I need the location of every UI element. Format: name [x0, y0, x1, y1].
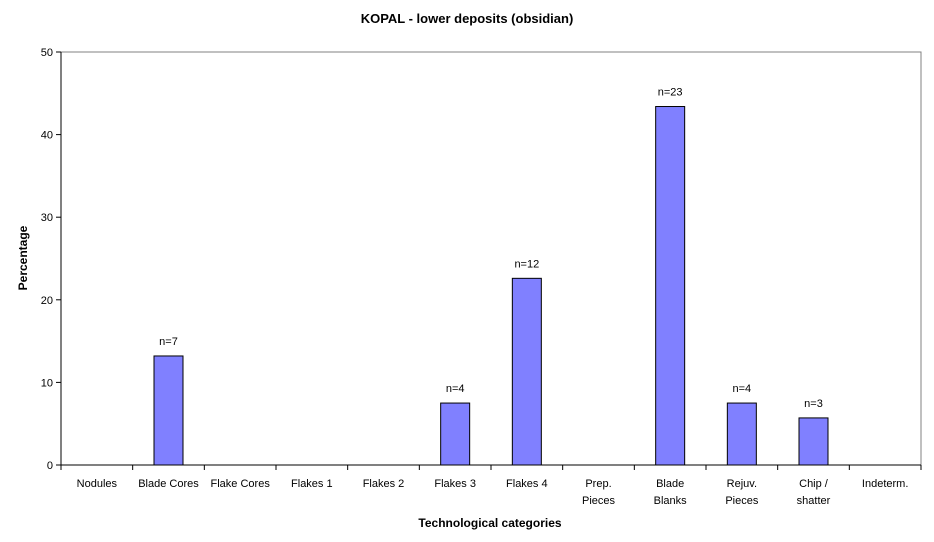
x-tick-label: Chip /	[799, 478, 829, 490]
y-tick-label: 20	[41, 295, 53, 307]
bar	[153, 355, 184, 466]
y-tick-label: 30	[41, 212, 53, 224]
y-tick-label: 0	[47, 460, 53, 472]
bar	[726, 402, 757, 466]
data-label: n=4	[446, 383, 465, 395]
x-tick-label: Flakes 3	[434, 478, 476, 490]
x-axis-title: Technological categories	[418, 516, 561, 530]
x-tick-label: Prep.	[585, 478, 611, 490]
x-axis: Nodules Blade Cores Flake Cores Flakes 1 Fla…	[60, 464, 922, 507]
x-tick-label: Indeterm.	[862, 478, 908, 490]
y-tick-label: 50	[41, 47, 53, 59]
plot-area	[60, 51, 922, 466]
x-tick-label: Flakes 4	[506, 478, 548, 490]
x-tick-label: Blade Cores	[138, 478, 199, 490]
x-tick-label: Flake Cores	[211, 478, 271, 490]
y-axis-title: Percentage	[16, 225, 30, 290]
y-tick-label: 10	[41, 377, 53, 389]
x-tick-label: Blade	[656, 478, 684, 490]
data-label: n=7	[159, 336, 178, 348]
data-label: n=12	[514, 258, 539, 270]
x-tick-label: Nodules	[77, 478, 118, 490]
bars	[153, 106, 829, 466]
chart-title: KOPAL - lower deposits (obsidian)	[361, 11, 574, 26]
bar	[655, 106, 686, 466]
data-label: n=23	[658, 87, 683, 99]
x-tick-label: shatter	[797, 495, 831, 507]
bar	[798, 417, 829, 466]
bar	[440, 402, 471, 466]
x-tick-label: Rejuv.	[727, 478, 757, 490]
x-tick-label: Blanks	[654, 495, 688, 507]
x-tick-label: Pieces	[725, 495, 759, 507]
bar	[511, 277, 542, 466]
x-tick-label: Flakes 1	[291, 478, 333, 490]
data-labels: n=7 n=4 n=12 n=23 n=4 n=3	[159, 87, 823, 410]
y-axis: 0 10 20 30 40 50	[41, 47, 62, 472]
data-label: n=4	[732, 383, 751, 395]
y-tick-label: 40	[41, 130, 53, 142]
data-label: n=3	[804, 398, 823, 410]
x-tick-label: Flakes 2	[363, 478, 405, 490]
x-tick-label: Pieces	[582, 495, 616, 507]
